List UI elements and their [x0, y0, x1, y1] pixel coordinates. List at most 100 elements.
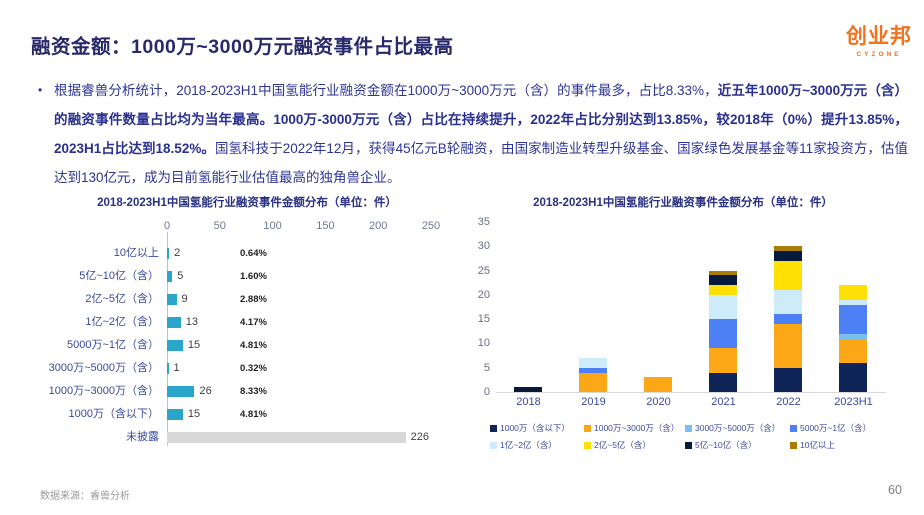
bar-segment — [644, 377, 672, 392]
hbar-axis-line — [167, 232, 168, 446]
bar-segment — [774, 260, 802, 291]
table-row: 1亿~2亿（含） 13 4.17% — [37, 311, 457, 334]
stacked-bar — [644, 377, 672, 392]
bar-segment — [839, 362, 867, 392]
summary-paragraph: • 根据睿兽分析统计，2018-2023H1中国氢能行业融资金额在1000万~3… — [36, 76, 908, 192]
bar-area: 9 2.88% — [167, 288, 457, 311]
legend-label: 2亿~5亿（含） — [594, 440, 651, 450]
legend-label: 5亿~10亿（含） — [695, 440, 757, 450]
legend-swatch-icon — [790, 441, 797, 449]
bar — [167, 294, 177, 305]
cyzone-logo-subtext: CYZONE — [856, 51, 902, 58]
bar-segment — [774, 314, 802, 325]
bar-area: 15 4.81% — [167, 403, 457, 426]
bar-segment — [514, 387, 542, 392]
x-axis-label: 2022 — [776, 396, 801, 408]
summary-text-emphasis: 近五年1000万~3000万元（含）的融资事件数量占比均为当年最高。1000万-… — [54, 83, 908, 156]
bar-segment — [774, 367, 802, 392]
y-axis-tick: 30 — [477, 240, 490, 253]
bar-area: 13 4.17% — [167, 311, 457, 334]
legend-label: 10亿以上 — [800, 440, 835, 450]
summary-text-tail: 国氢科技于2022年12月，获得45亿元B轮融资，由国家制造业转型升级基金、国家… — [54, 141, 908, 185]
legend-label: 5000万~1亿（含） — [800, 423, 872, 433]
category-label: 1亿~2亿（含） — [85, 316, 159, 328]
x-axis-tick: 100 — [263, 220, 282, 232]
x-axis-label: 2018 — [516, 396, 541, 408]
bar-segment — [579, 367, 607, 373]
bar-value-label: 226 — [410, 431, 429, 443]
legend-swatch-icon — [490, 441, 497, 449]
legend-item: 5000万~1亿（含） — [790, 422, 894, 434]
table-row: 5000万~1亿（含） 15 4.81% — [37, 334, 457, 357]
bar-segment — [709, 372, 737, 392]
category-label: 5000万~1亿（含） — [66, 339, 159, 351]
table-row: 3000万~5000万（含） 1 0.32% — [37, 357, 457, 380]
y-axis-tick: 20 — [477, 288, 490, 301]
bar-percent-label: 4.81% — [240, 409, 267, 420]
stacked-bar — [709, 270, 737, 392]
x-axis-tick: 200 — [369, 220, 388, 232]
bar-area: 15 4.81% — [167, 334, 457, 357]
bar-segment — [839, 299, 867, 305]
legend-item: 5亿~10亿（含） — [685, 439, 790, 451]
bar-area: 26 8.33% — [167, 380, 457, 403]
legend-item: 1亿~2亿（含） — [490, 439, 584, 451]
legend-swatch-icon — [584, 424, 591, 432]
bar-segment — [839, 304, 867, 334]
category-label: 1000万（含以下） — [68, 408, 159, 420]
bar-percent-label: 8.33% — [240, 386, 267, 397]
bar-area: 1 0.32% — [167, 357, 457, 380]
legend-label: 1000万~3000万（含） — [594, 423, 680, 433]
bar-value-label: 2 — [174, 247, 181, 259]
bar-value-label: 13 — [185, 316, 198, 328]
bar-value-label: 15 — [187, 339, 201, 351]
bar — [167, 363, 169, 374]
bullet-marker: • — [38, 83, 43, 97]
table-row: 1000万（含以下） 15 4.81% — [37, 403, 457, 426]
funding-count-hbar-chart: 2018-2023H1中国氢能行业融资事件金额分布（单位：件） 0 50 100 15… — [37, 190, 457, 460]
x-axis-tick: 0 — [163, 220, 171, 232]
funding-stacked-chart: 2018-2023H1中国氢能行业融资事件金额分布（单位：件） 0 5 10 15 20… — [466, 190, 900, 460]
stacked-plot-area: 0 5 10 15 20 25 30 35 — [478, 216, 886, 398]
legend-item: 10亿以上 — [790, 439, 894, 451]
bar — [167, 317, 181, 328]
stacked-bar — [514, 387, 542, 392]
y-axis-tick: 0 — [483, 386, 490, 398]
bar-segment — [709, 275, 737, 286]
stacked-bar — [774, 246, 802, 392]
bar — [167, 340, 183, 351]
legend-swatch-icon — [790, 424, 797, 432]
y-axis-tick: 35 — [477, 216, 490, 228]
category-label: 3000万~5000万（含） — [48, 362, 159, 374]
chart-legend: 1000万（含以下） 1000万~3000万（含） 3000万~5000万（含） 50… — [490, 422, 894, 451]
stacked-x-axis: 2018 2019 2020 2021 2022 2023H1 — [496, 396, 886, 410]
cyzone-logo-text: 创业邦 — [846, 25, 912, 48]
bar-value-label: 5 — [177, 270, 184, 282]
bar-segment — [839, 333, 867, 339]
bar — [167, 271, 173, 282]
table-row: 5亿~10亿（含） 5 1.60% — [37, 265, 457, 288]
cyzone-logo: 创业邦 CYZONE — [840, 20, 918, 58]
x-axis-tick: 50 — [213, 220, 226, 232]
bar-segment — [774, 251, 802, 261]
legend-label: 3000万~5000万（含） — [695, 423, 781, 433]
bar-segment — [709, 319, 737, 349]
legend-item: 3000万~5000万（含） — [685, 422, 790, 434]
bar-area: 5 1.60% — [167, 265, 457, 288]
stacked-bar — [579, 358, 607, 392]
bar-segment — [709, 285, 737, 295]
y-axis-tick: 25 — [477, 264, 490, 277]
x-axis-label: 2021 — [711, 396, 736, 408]
bar-area: 226 — [167, 426, 457, 449]
bar-segment — [709, 294, 737, 320]
bar-value-label: 1 — [173, 362, 180, 374]
bar — [167, 386, 195, 397]
bar-segment — [709, 270, 737, 276]
legend-swatch-icon — [584, 441, 591, 449]
legend-swatch-icon — [685, 424, 692, 432]
bar-percent-label: 1.60% — [240, 271, 267, 282]
legend-swatch-icon — [490, 424, 497, 432]
category-label: 10亿以上 — [113, 247, 159, 259]
legend-item: 2亿~5亿（含） — [584, 439, 685, 451]
